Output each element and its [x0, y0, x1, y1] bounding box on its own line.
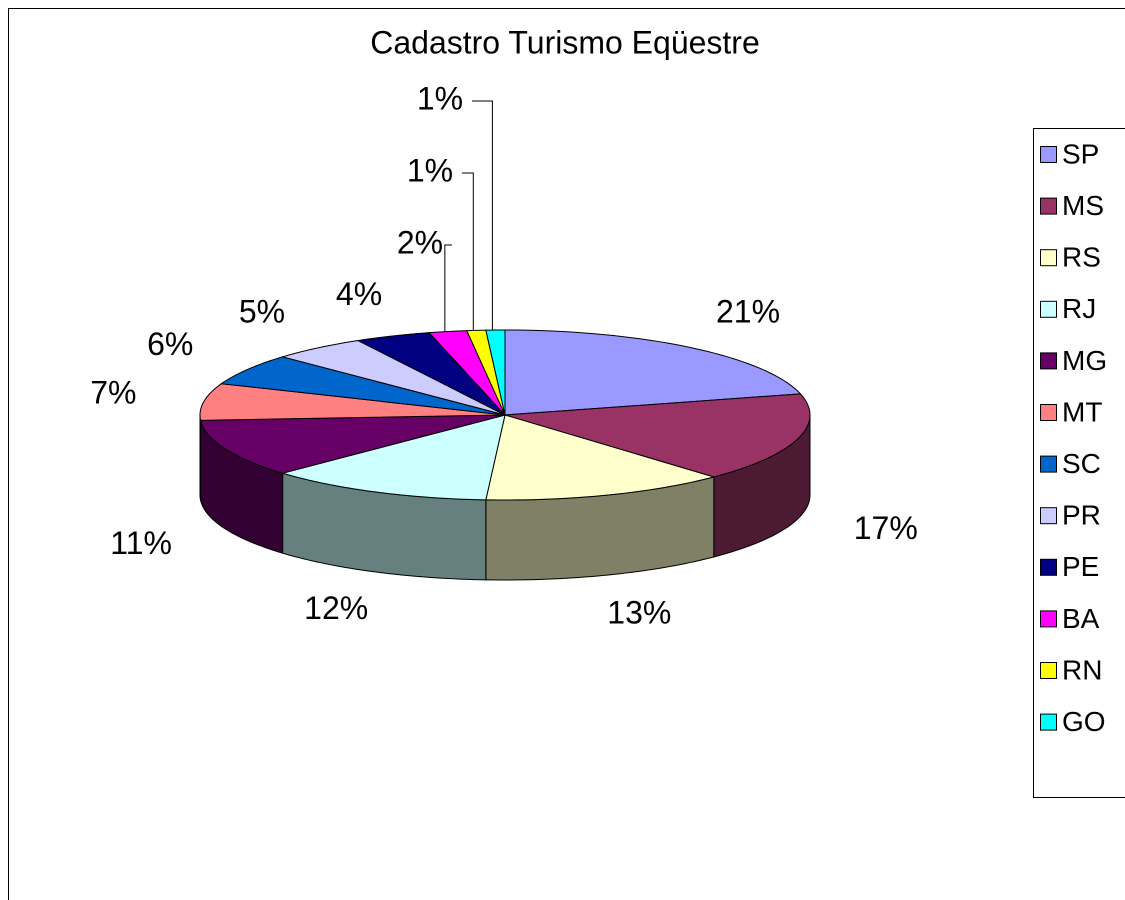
data-label: 21% — [716, 294, 780, 330]
legend-swatch — [1040, 713, 1057, 731]
legend-swatch — [1040, 352, 1057, 370]
legend-label: MG — [1062, 345, 1107, 376]
legend-label: BA — [1062, 603, 1100, 634]
pie-slice — [466, 329, 506, 416]
data-label: 2% — [397, 224, 443, 260]
pie-slice — [356, 332, 506, 416]
leader-line — [462, 172, 474, 331]
data-label: 11% — [110, 525, 172, 561]
legend-swatch — [1040, 300, 1057, 318]
data-label: 13% — [607, 594, 671, 630]
legend-swatch — [1040, 662, 1057, 679]
data-label: 7% — [90, 375, 136, 411]
chart-title: Cadastro Turismo Eqüestre — [370, 24, 760, 60]
legend-swatch — [1040, 146, 1057, 163]
legend-swatch — [1040, 249, 1057, 267]
legend-swatch — [1040, 610, 1057, 628]
legend-label: RS — [1062, 242, 1101, 273]
legend-swatch — [1040, 455, 1057, 473]
pie-slice — [428, 330, 506, 416]
data-label: 5% — [239, 294, 285, 330]
legend-swatch — [1040, 507, 1057, 525]
pie-slice — [485, 329, 506, 416]
pie-side — [199, 415, 202, 501]
pie-slice — [280, 414, 506, 501]
data-label: 4% — [336, 276, 382, 312]
data-label: 17% — [854, 510, 918, 546]
pie-slice — [199, 414, 506, 474]
legend-swatch — [1040, 197, 1057, 215]
data-label: 12% — [304, 590, 368, 626]
pie-slice — [504, 329, 802, 416]
pie-slice — [504, 393, 811, 478]
legend-label: SP — [1062, 138, 1099, 169]
data-label: 1% — [407, 152, 453, 188]
pie-slice — [280, 339, 506, 416]
legend-label: GO — [1062, 706, 1106, 737]
legend-label: RJ — [1062, 293, 1096, 324]
data-label: 1% — [417, 80, 463, 116]
pie-slice — [485, 414, 716, 501]
legend-swatch — [1040, 558, 1057, 576]
leader-line — [472, 100, 493, 331]
pie-slice — [220, 356, 506, 416]
legend-label: RN — [1062, 654, 1102, 685]
leader-line — [444, 244, 452, 332]
legend-label: PE — [1062, 551, 1099, 582]
legend-label: MS — [1062, 190, 1104, 221]
legend-label: MT — [1062, 396, 1102, 427]
chart-border — [8, 8, 1125, 900]
legend-swatch — [1040, 404, 1057, 421]
data-label: 6% — [147, 326, 193, 362]
legend-label: SC — [1062, 448, 1101, 479]
legend-label: PR — [1062, 500, 1101, 531]
pie-slice — [199, 383, 506, 421]
